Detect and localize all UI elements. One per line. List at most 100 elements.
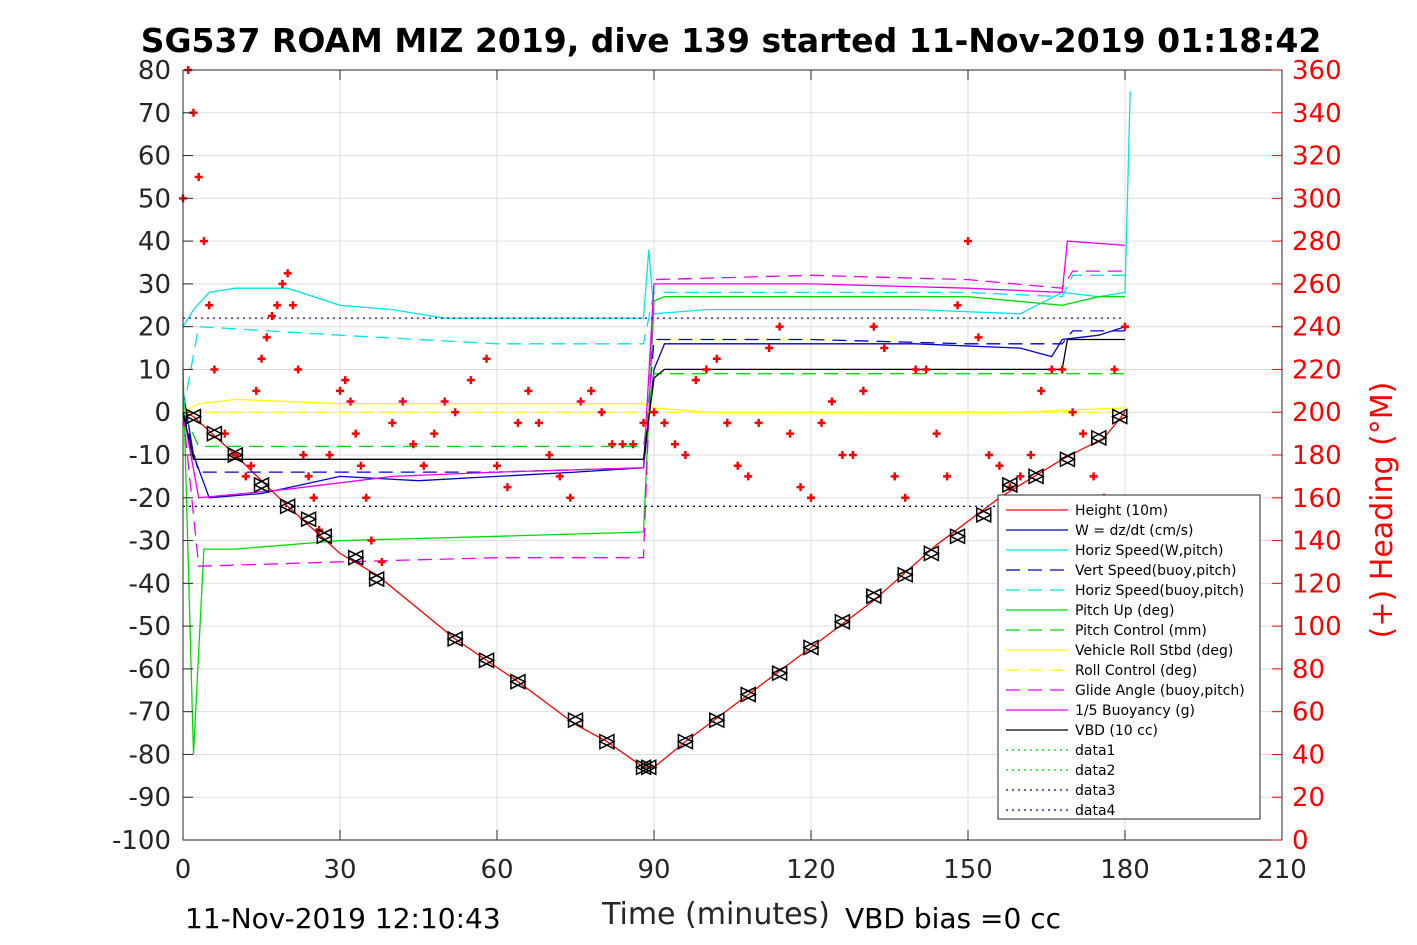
footer-vbd-bias: VBD bias =0 cc	[845, 902, 1061, 935]
y-tick-label: 30	[138, 270, 171, 300]
heading-point	[278, 279, 287, 288]
heading-point	[754, 418, 763, 427]
heading-point	[608, 440, 617, 449]
waypoint-triangle-left	[770, 664, 788, 682]
heading-point	[848, 451, 857, 459]
heading-point	[744, 472, 753, 481]
legend-label: Pitch Control (mm)	[1075, 623, 1207, 639]
heading-point	[650, 408, 658, 417]
series-line-3	[182, 330, 1125, 473]
y-tick-label: -90	[129, 783, 171, 813]
heading-point	[482, 354, 491, 363]
heading-point	[262, 333, 271, 342]
heading-point	[869, 322, 878, 331]
heading-point	[618, 440, 627, 449]
right-tick-label: 100	[1292, 612, 1342, 642]
y-tick-label: -50	[129, 612, 171, 642]
waypoint-triangle-left	[640, 759, 657, 776]
heading-point	[362, 493, 371, 502]
y-tick-label: 80	[138, 56, 171, 86]
heading-point	[911, 365, 920, 374]
legend-label: Glide Angle (buoy,pitch)	[1075, 683, 1245, 699]
y-tick-label: -100	[112, 826, 171, 856]
heading-point	[534, 418, 543, 427]
waypoint-triangle-left	[226, 446, 244, 464]
legend-label: Horiz Speed(buoy,pitch)	[1075, 583, 1244, 599]
heading-point	[807, 493, 815, 502]
right-tick-label: 300	[1292, 184, 1342, 214]
heading-point	[775, 322, 784, 331]
heading-point	[681, 451, 690, 459]
heading-point	[545, 451, 554, 459]
right-tick-label: 60	[1292, 698, 1325, 728]
right-tick-label: 280	[1292, 227, 1342, 257]
waypoint-triangle-left	[975, 506, 992, 524]
y-tick-label: -30	[129, 527, 171, 557]
waypoint-triangle-left	[299, 510, 317, 528]
x-axis-label: Time (minutes)	[601, 897, 830, 932]
heading-point	[309, 493, 318, 502]
waypoint-triangle-left	[896, 566, 913, 583]
heading-point	[273, 301, 282, 310]
legend-label: Vert Speed(buoy,pitch)	[1075, 563, 1237, 579]
legend-label: data1	[1075, 743, 1115, 759]
y-tick-label: -60	[129, 655, 171, 685]
heading-point	[1026, 451, 1035, 459]
heading-point	[943, 472, 952, 481]
heading-point	[922, 365, 931, 374]
waypoint-triangle-left	[802, 639, 819, 656]
heading-point	[691, 376, 700, 385]
heading-point	[1037, 386, 1046, 395]
heading-point	[466, 376, 475, 385]
y-tick-label: -10	[129, 441, 171, 471]
waypoint-triangle-left	[708, 712, 725, 729]
x-tick-label: 90	[637, 855, 670, 885]
heading-point	[341, 376, 350, 385]
heading-point	[566, 493, 575, 502]
heading-point	[639, 418, 648, 427]
heading-point	[576, 397, 585, 406]
heading-point	[351, 429, 360, 438]
heading-point	[712, 354, 721, 363]
heading-point	[1089, 472, 1098, 481]
right-tick-label: 340	[1292, 99, 1342, 129]
legend-label: 1/5 Buoyancy (g)	[1075, 703, 1195, 719]
y-tick-label: -40	[129, 569, 171, 599]
heading-point	[670, 440, 679, 449]
legend-label: data3	[1075, 783, 1115, 799]
heading-point	[356, 461, 365, 470]
legend-label: Vehicle Roll Stbd (deg)	[1075, 643, 1233, 659]
legend-label: Pitch Up (deg)	[1075, 603, 1174, 619]
heading-point	[1058, 365, 1067, 374]
ticks: 0 30 60 90 120 150 180 21080706050403020100-10-…	[112, 56, 1342, 885]
waypoint-triangle-left	[833, 613, 851, 631]
legend-label: Roll Control (deg)	[1075, 663, 1197, 679]
heading-point	[660, 418, 669, 427]
heading-point	[257, 354, 266, 363]
heading-point	[524, 386, 533, 395]
heading-point	[294, 365, 303, 374]
heading-point	[984, 451, 993, 459]
heading-point	[304, 472, 313, 481]
right-tick-label: 220	[1292, 355, 1342, 385]
heading-point	[241, 472, 250, 481]
waypoint-triangle-left	[865, 587, 882, 605]
heading-point	[288, 301, 297, 310]
right-tick-label: 0	[1292, 826, 1309, 856]
x-tick-label: 30	[323, 855, 356, 885]
heading-point	[398, 397, 407, 406]
heading-point	[827, 397, 836, 406]
right-tick-label: 20	[1292, 783, 1325, 813]
right-axis-label: (+) Heading (°M)	[1365, 382, 1400, 639]
heading-point	[409, 440, 418, 449]
waypoint-triangle-left	[1111, 408, 1128, 425]
x-tick-label: 120	[786, 855, 836, 885]
waypoint-triangle-left	[278, 498, 296, 515]
waypoint-triangle-left	[315, 528, 333, 545]
y-tick-label: -80	[129, 740, 171, 770]
series-line-9	[182, 270, 1125, 567]
x-tick-label: 150	[943, 855, 993, 885]
series-line-11	[182, 338, 1125, 460]
heading-point	[786, 429, 795, 438]
right-tick-label: 360	[1292, 56, 1342, 86]
